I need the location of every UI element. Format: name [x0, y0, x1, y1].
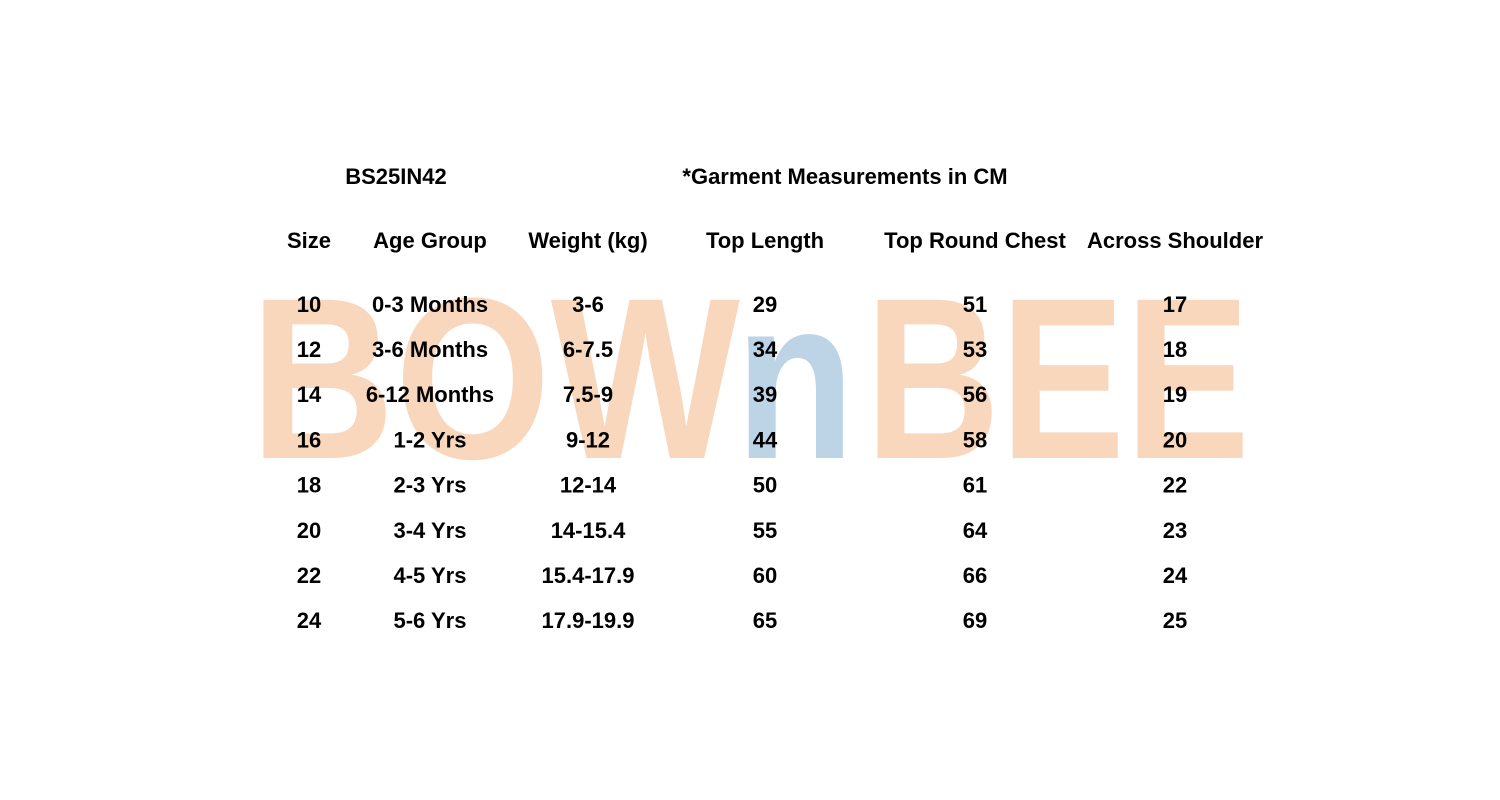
table-cell: 17: [1163, 292, 1187, 317]
table-cell: 2-3 Yrs: [394, 473, 467, 498]
column-header: Across Shoulder: [1087, 228, 1263, 253]
column-header: Age Group: [373, 228, 487, 253]
table-cell: 29: [753, 292, 777, 317]
table-cell: 7.5-9: [563, 382, 613, 407]
table-cell: 23: [1163, 518, 1187, 543]
table-cell: 60: [753, 563, 777, 588]
table-cell: 64: [963, 518, 988, 543]
table-cell: 55: [753, 518, 777, 543]
table-cell: 18: [1163, 337, 1187, 362]
table-cell: 10: [297, 292, 321, 317]
table-cell: 3-6 Months: [372, 337, 488, 362]
table-cell: 9-12: [566, 427, 610, 452]
table-cell: 58: [963, 427, 987, 452]
table-cell: 14: [297, 382, 322, 407]
table-cell: 1-2 Yrs: [394, 427, 467, 452]
watermark-text: BOW: [250, 250, 740, 507]
watermark-text: BEE: [865, 250, 1250, 507]
column-header: Top Length: [706, 228, 824, 253]
table-cell: 22: [297, 563, 321, 588]
table-cell: 15.4-17.9: [542, 563, 635, 588]
table-cell: 19: [1163, 382, 1187, 407]
table-cell: 17.9-19.9: [542, 608, 635, 633]
column-header: Top Round Chest: [884, 228, 1066, 253]
table-cell: 0-3 Months: [372, 292, 488, 317]
table-cell: 12-14: [560, 473, 617, 498]
table-cell: 22: [1163, 473, 1187, 498]
table-cell: 24: [1163, 563, 1188, 588]
table-cell: 14-15.4: [551, 518, 626, 543]
table-cell: 34: [753, 337, 778, 362]
table-cell: 65: [753, 608, 777, 633]
table-cell: 3-6: [572, 292, 604, 317]
watermark-text: n: [735, 250, 855, 507]
table-cell: 24: [297, 608, 322, 633]
table-cell: 50: [753, 473, 777, 498]
table-cell: 69: [963, 608, 987, 633]
table-cell: 5-6 Yrs: [394, 608, 467, 633]
table-cell: 39: [753, 382, 777, 407]
table-cell: 20: [297, 518, 321, 543]
table-cell: 44: [753, 427, 778, 452]
table-cell: 25: [1163, 608, 1187, 633]
table-cell: 61: [963, 473, 987, 498]
table-cell: 18: [297, 473, 321, 498]
measurement-note: *Garment Measurements in CM: [682, 164, 1007, 189]
table-cell: 51: [963, 292, 987, 317]
table-cell: 6-7.5: [563, 337, 613, 362]
table-cell: 53: [963, 337, 987, 362]
watermark: BOW n BEE: [250, 250, 1250, 507]
table-cell: 6-12 Months: [366, 382, 494, 407]
product-code: BS25IN42: [345, 164, 447, 189]
table-cell: 16: [297, 427, 321, 452]
table-cell: 56: [963, 382, 987, 407]
table-cell: 3-4 Yrs: [394, 518, 467, 543]
column-header: Weight (kg): [528, 228, 647, 253]
table-cell: 20: [1163, 427, 1187, 452]
column-header: Size: [287, 228, 331, 253]
table-cell: 12: [297, 337, 321, 362]
table-cell: 66: [963, 563, 987, 588]
table-cell: 4-5 Yrs: [394, 563, 467, 588]
